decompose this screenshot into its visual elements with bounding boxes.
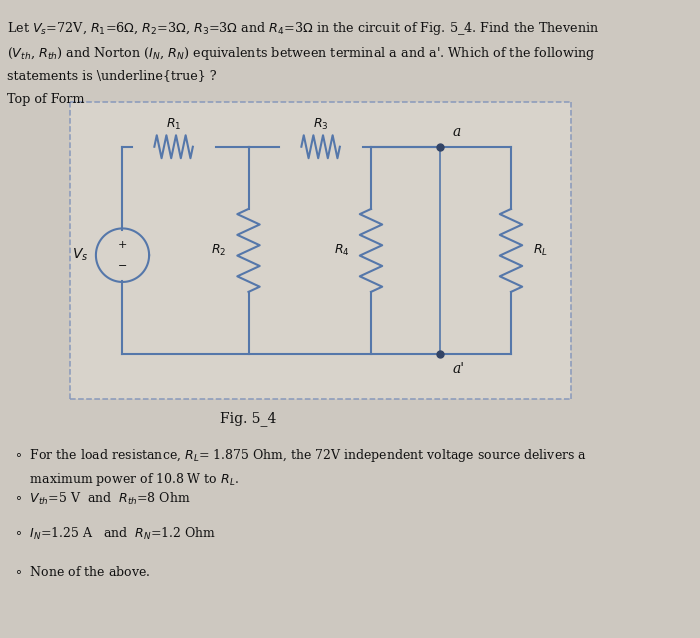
Text: Fig. 5_4: Fig. 5_4 bbox=[220, 412, 276, 426]
Bar bbox=[70, 102, 570, 399]
Text: a': a' bbox=[452, 362, 464, 376]
Text: maximum power of 10.8 W to $R_L$.: maximum power of 10.8 W to $R_L$. bbox=[14, 471, 239, 488]
Text: $R_L$: $R_L$ bbox=[533, 243, 548, 258]
Text: $\circ$  $I_N$=1.25 A   and  $R_N$=1.2 Ohm: $\circ$ $I_N$=1.25 A and $R_N$=1.2 Ohm bbox=[14, 526, 216, 542]
Text: $V_s$: $V_s$ bbox=[72, 247, 89, 263]
Text: statements is \underline{true} ?: statements is \underline{true} ? bbox=[7, 69, 216, 82]
Text: $R_1$: $R_1$ bbox=[166, 117, 181, 132]
Text: $R_4$: $R_4$ bbox=[334, 243, 349, 258]
Text: $\circ$  For the load resistance, $R_L$= 1.875 Ohm, the 72V independent voltage : $\circ$ For the load resistance, $R_L$= … bbox=[14, 447, 587, 464]
Text: $\circ$  $V_{th}$=5 V  and  $R_{th}$=8 Ohm: $\circ$ $V_{th}$=5 V and $R_{th}$=8 Ohm bbox=[14, 491, 190, 507]
Text: $R_3$: $R_3$ bbox=[313, 117, 328, 132]
Text: Let $V_s$=72V, $R_1$=6$\Omega$, $R_2$=3$\Omega$, $R_3$=3$\Omega$ and $R_4$=3$\Om: Let $V_s$=72V, $R_1$=6$\Omega$, $R_2$=3$… bbox=[7, 20, 599, 38]
Text: −: − bbox=[118, 262, 127, 271]
Text: $\circ$  None of the above.: $\circ$ None of the above. bbox=[14, 565, 150, 579]
Text: a: a bbox=[452, 125, 461, 139]
Text: ($V_{th}$, $R_{th}$) and Norton ($I_N$, $R_N$) equivalents between terminal a an: ($V_{th}$, $R_{th}$) and Norton ($I_N$, … bbox=[7, 45, 595, 62]
Text: Top of Form: Top of Form bbox=[7, 93, 85, 106]
Text: $R_2$: $R_2$ bbox=[211, 243, 227, 258]
Text: +: + bbox=[118, 240, 127, 250]
